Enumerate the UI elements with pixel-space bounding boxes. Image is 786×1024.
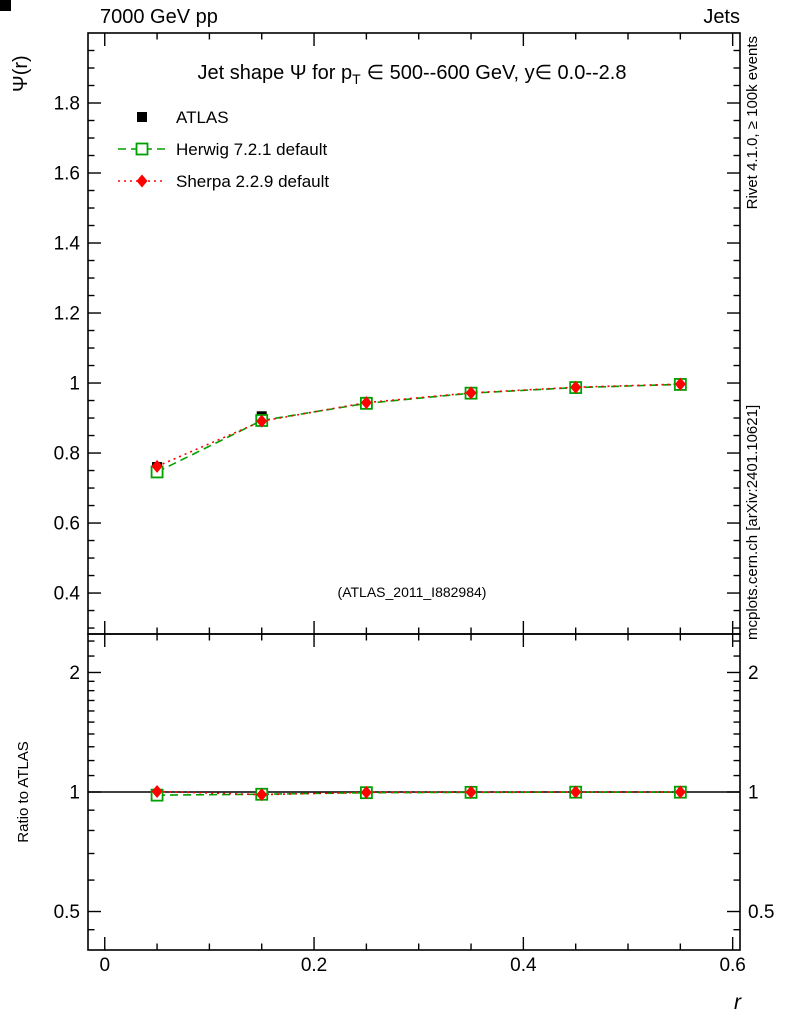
series-marker (137, 112, 147, 122)
series-marker (570, 785, 582, 799)
plot-title-rest: ∈ 500--600 GeV, y∈ 0.0--2.8 (367, 62, 627, 84)
header-right: Jets (703, 6, 740, 28)
plot-title-main: Jet shape Ψ for p (198, 62, 353, 84)
mcplots-reference-text: mcplots.cern.ch [arXiv:2401.10621] (744, 405, 761, 640)
plot-title-subscript: T (352, 71, 361, 87)
x-axis-label: r (734, 991, 742, 1014)
main-series (150, 377, 687, 479)
series-marker (256, 788, 268, 802)
main-y-tick-label: 0.8 (54, 444, 80, 465)
series-marker (570, 380, 582, 394)
main-y-tick-label: 1.6 (54, 164, 80, 185)
ratio-y-tick-label: 1 (69, 783, 80, 804)
y-axis-label: Ψ(r) (10, 55, 32, 92)
x-tick-label: 0.4 (510, 955, 537, 976)
main-y-tick-label: 1.8 (54, 94, 80, 115)
ratio-y-tick-label-right: 0.5 (748, 902, 774, 923)
series-marker (674, 785, 686, 799)
rivet-version-text: Rivet 4.1.0, ≥ 100k events (744, 36, 761, 209)
series-line (156, 383, 681, 473)
series-marker (151, 459, 163, 473)
x-tick-label: 0.6 (719, 955, 745, 976)
series-marker (674, 377, 686, 391)
watermark: (ATLAS_2011_I882984) (338, 584, 487, 600)
tick-labels: 0.4 0.6 0.8 1 1.2 1.4 1.6 1.8 0.5 0.5 1 1 2 2 0 0.2 0.4 0… (54, 94, 775, 976)
ratio-y-tick-label-right: 1 (748, 783, 759, 804)
main-y-tick-label: 1.4 (54, 234, 81, 255)
x-tick-label: 0 (99, 955, 110, 976)
legend-label: Herwig 7.2.1 default (176, 140, 327, 159)
legend: ATLAS Herwig 7.2.1 default Sherpa 2.2.9 de… (118, 108, 329, 191)
main-y-tick-label: 0.6 (54, 514, 80, 535)
legend-label: Sherpa 2.2.9 default (176, 172, 329, 191)
series-marker (151, 784, 163, 798)
ratio-y-tick-label: 2 (69, 663, 80, 684)
corner-mark (0, 0, 11, 11)
series-marker (136, 174, 148, 188)
series-marker (256, 414, 268, 428)
main-y-tick-label: 1 (69, 374, 80, 395)
ratio-y-tick-label: 0.5 (54, 902, 80, 923)
header-left: 7000 GeV pp (100, 6, 218, 28)
ratio-line (157, 791, 681, 796)
series-marker (465, 386, 477, 400)
ratio-series (88, 784, 740, 802)
series-marker (360, 396, 372, 410)
plot-title: Jet shape Ψ for pT ∈ 500--600 GeV, y∈ 0.0… (198, 62, 627, 87)
legend-label: ATLAS (176, 108, 229, 127)
series-marker (465, 785, 477, 799)
series-marker (135, 142, 149, 156)
main-y-tick-label: 1.2 (54, 304, 80, 325)
main-y-tick-label: 0.4 (54, 584, 81, 605)
ratio-y-axis-label: Ratio to ATLAS (15, 741, 32, 842)
ratio-frame (87, 633, 741, 951)
x-tick-label: 0.2 (301, 955, 327, 976)
ticks (88, 33, 740, 950)
series-marker (360, 785, 372, 799)
ratio-y-tick-label-right: 2 (748, 663, 759, 684)
series-line (156, 383, 681, 468)
